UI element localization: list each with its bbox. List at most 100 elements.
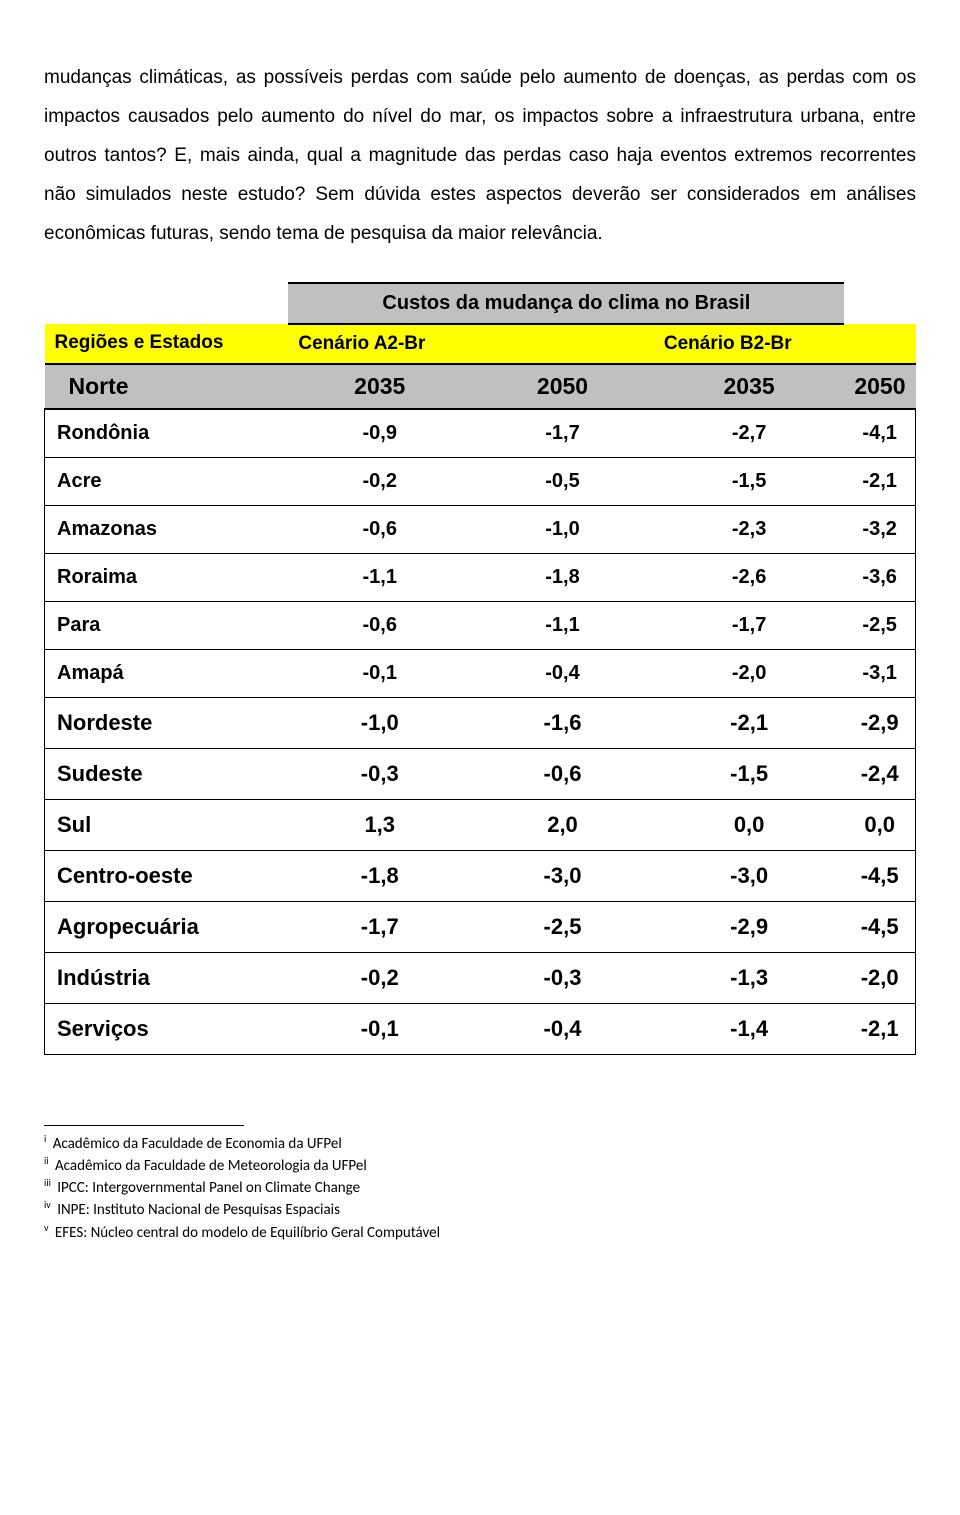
footnote-rule bbox=[44, 1125, 244, 1126]
cell-value: -4,5 bbox=[844, 850, 915, 901]
cell-value: -0,3 bbox=[471, 952, 654, 1003]
year-col: 2035 bbox=[288, 364, 471, 409]
cell-value: -0,6 bbox=[288, 601, 471, 649]
table-row: Centro-oeste-1,8-3,0-3,0-4,5 bbox=[45, 850, 916, 901]
years-label: Norte bbox=[45, 364, 289, 409]
body-paragraph: mudanças climáticas, as possíveis perdas… bbox=[44, 59, 916, 254]
cell-value: 2,0 bbox=[471, 799, 654, 850]
cell-value: -0,5 bbox=[471, 457, 654, 505]
row-label: Roraima bbox=[45, 553, 289, 601]
cell-value: -2,4 bbox=[844, 748, 915, 799]
table-row: Nordeste-1,0-1,6-2,1-2,9 bbox=[45, 697, 916, 748]
cell-value: -1,6 bbox=[471, 697, 654, 748]
footnote-text: Acadêmico da Faculdade de Meteorologia d… bbox=[52, 1157, 367, 1175]
footnote-text: EFES: Núcleo central do modelo de Equilí… bbox=[52, 1224, 440, 1242]
cell-value: -4,5 bbox=[844, 901, 915, 952]
table-row: Agropecuária-1,7-2,5-2,9-4,5 bbox=[45, 901, 916, 952]
footnote: v EFES: Núcleo central do modelo de Equi… bbox=[44, 1221, 916, 1243]
footnote-text: INPE: Instituto Nacional de Pesquisas Es… bbox=[54, 1201, 340, 1219]
year-col: 2035 bbox=[654, 364, 844, 409]
table-header-row: Regiões e Estados Cenário A2-Br Cenário … bbox=[45, 324, 916, 364]
cell-value: -2,1 bbox=[844, 457, 915, 505]
cell-value: -1,5 bbox=[654, 457, 844, 505]
cell-value: -0,4 bbox=[471, 649, 654, 697]
table-row: Roraima-1,1-1,8-2,6-3,6 bbox=[45, 553, 916, 601]
cell-value: -2,9 bbox=[654, 901, 844, 952]
footnote: iii IPCC: Intergovernmental Panel on Cli… bbox=[44, 1176, 916, 1198]
row-label: Serviços bbox=[45, 1003, 289, 1054]
cell-value: -1,0 bbox=[288, 697, 471, 748]
footnote-mark: iv bbox=[44, 1198, 51, 1211]
cell-value: -0,9 bbox=[288, 409, 471, 458]
table-title: Custos da mudança do clima no Brasil bbox=[288, 283, 844, 324]
footnote-mark: v bbox=[44, 1221, 49, 1234]
cell-value: -1,8 bbox=[288, 850, 471, 901]
cell-value: -0,2 bbox=[288, 457, 471, 505]
cost-table: Custos da mudança do clima no Brasil Reg… bbox=[44, 282, 916, 1055]
cell-value: -2,1 bbox=[844, 1003, 915, 1054]
row-label: Rondônia bbox=[45, 409, 289, 458]
cell-value: -2,6 bbox=[654, 553, 844, 601]
cell-value: 0,0 bbox=[654, 799, 844, 850]
footnotes: i Acadêmico da Faculdade de Economia da … bbox=[44, 1125, 916, 1243]
row-label: Sul bbox=[45, 799, 289, 850]
row-label: Nordeste bbox=[45, 697, 289, 748]
cell-value: -1,7 bbox=[471, 409, 654, 458]
cell-value: -2,3 bbox=[654, 505, 844, 553]
table-row: Serviços-0,1-0,4-1,4-2,1 bbox=[45, 1003, 916, 1054]
cell-value: -3,6 bbox=[844, 553, 915, 601]
row-label: Agropecuária bbox=[45, 901, 289, 952]
cell-value: -0,3 bbox=[288, 748, 471, 799]
cell-value: -2,0 bbox=[654, 649, 844, 697]
cell-value: -3,0 bbox=[471, 850, 654, 901]
cell-value: -0,6 bbox=[471, 748, 654, 799]
cell-value: -1,7 bbox=[288, 901, 471, 952]
cell-value: -2,5 bbox=[471, 901, 654, 952]
cell-value: -1,0 bbox=[471, 505, 654, 553]
footnote: i Acadêmico da Faculdade de Economia da … bbox=[44, 1132, 916, 1154]
title-spacer bbox=[844, 283, 915, 324]
cell-value: -2,5 bbox=[844, 601, 915, 649]
row-label: Amazonas bbox=[45, 505, 289, 553]
table-row: Indústria-0,2-0,3-1,3-2,0 bbox=[45, 952, 916, 1003]
cell-value: -1,7 bbox=[654, 601, 844, 649]
cell-value: -0,4 bbox=[471, 1003, 654, 1054]
cell-value: -1,3 bbox=[654, 952, 844, 1003]
cell-value: -3,1 bbox=[844, 649, 915, 697]
footnote-mark: ii bbox=[44, 1154, 49, 1167]
footnote-text: Acadêmico da Faculdade de Economia da UF… bbox=[49, 1135, 341, 1153]
cell-value: -1,8 bbox=[471, 553, 654, 601]
footnote: iv INPE: Instituto Nacional de Pesquisas… bbox=[44, 1198, 916, 1220]
footnote-text: IPCC: Intergovernmental Panel on Climate… bbox=[54, 1179, 360, 1197]
table-row: Para-0,6-1,1-1,7-2,5 bbox=[45, 601, 916, 649]
row-label: Sudeste bbox=[45, 748, 289, 799]
cell-value: -0,2 bbox=[288, 952, 471, 1003]
footnote-mark: iii bbox=[44, 1176, 51, 1189]
header-regions: Regiões e Estados bbox=[45, 324, 289, 364]
row-label: Acre bbox=[45, 457, 289, 505]
row-label: Amapá bbox=[45, 649, 289, 697]
table-row: Amapá-0,1-0,4-2,0-3,1 bbox=[45, 649, 916, 697]
cell-value: -0,1 bbox=[288, 1003, 471, 1054]
cell-value: -1,5 bbox=[654, 748, 844, 799]
header-scenario-a: Cenário A2-Br bbox=[288, 324, 654, 364]
footnote: ii Acadêmico da Faculdade de Meteorologi… bbox=[44, 1154, 916, 1176]
table-title-row: Custos da mudança do clima no Brasil bbox=[45, 283, 916, 324]
cell-value: -2,9 bbox=[844, 697, 915, 748]
year-col: 2050 bbox=[471, 364, 654, 409]
table-years-row: Norte 2035 2050 2035 2050 bbox=[45, 364, 916, 409]
table-row: Sudeste-0,3-0,6-1,5-2,4 bbox=[45, 748, 916, 799]
cell-value: 0,0 bbox=[844, 799, 915, 850]
table-row: Acre-0,2-0,5-1,5-2,1 bbox=[45, 457, 916, 505]
row-label: Para bbox=[45, 601, 289, 649]
cell-value: -1,4 bbox=[654, 1003, 844, 1054]
cell-value: 1,3 bbox=[288, 799, 471, 850]
table-row: Amazonas-0,6-1,0-2,3-3,2 bbox=[45, 505, 916, 553]
cell-value: -2,7 bbox=[654, 409, 844, 458]
cell-value: -0,1 bbox=[288, 649, 471, 697]
title-spacer bbox=[45, 283, 289, 324]
year-col: 2050 bbox=[844, 364, 915, 409]
cell-value: -1,1 bbox=[471, 601, 654, 649]
cell-value: -3,2 bbox=[844, 505, 915, 553]
footnote-mark: i bbox=[44, 1132, 46, 1145]
